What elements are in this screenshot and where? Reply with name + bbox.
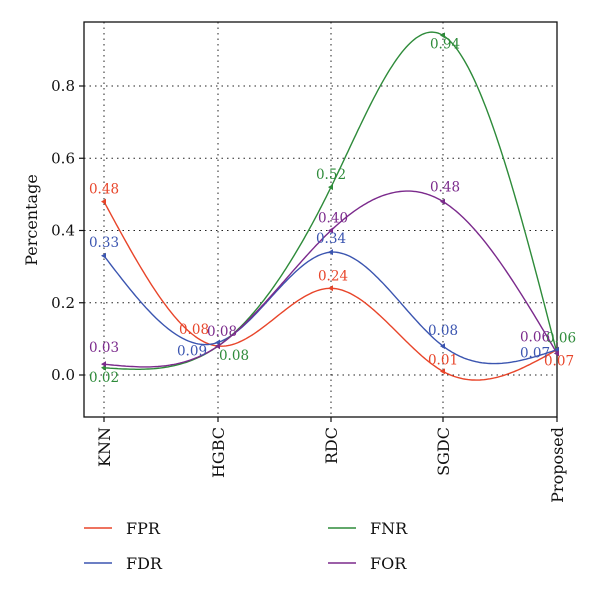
data-point-fnr [328,184,333,191]
data-point-fdr [328,249,333,256]
data-label-fdr: 0.09 [177,343,207,359]
legend-label-fpr: FPR [126,519,161,538]
data-point-fnr [440,32,445,39]
data-label-fpr: 0.24 [318,268,348,284]
y-axis-label: Percentage [22,174,41,266]
grid-lines [84,22,558,417]
y-tick-label: 0.8 [51,77,75,95]
series-lines [103,31,558,381]
series-markers [101,32,559,375]
x-tick-label: HGBC [209,427,228,478]
data-point-fpr [101,198,106,205]
data-labels: 0.48 0.08 0.24 0.01 0.07 0.33 0.09 0.34 0.08 0.07… [89,36,576,385]
data-point-fpr [328,285,333,292]
x-tick-label: RDC [322,427,341,464]
data-point-fdr [440,343,445,350]
data-point-for [328,227,333,234]
data-label-fdr: 0.08 [428,323,458,339]
legend: FPR FNR FDR FOR [84,519,408,573]
data-label-fnr: 0.94 [430,36,460,52]
data-label-fnr: 0.52 [316,167,346,183]
y-tick-label: 0.4 [51,222,75,240]
data-point-fdr [101,252,106,259]
x-tick-label: Proposed [548,427,567,503]
data-label-fdr: 0.34 [316,231,346,247]
data-label-fpr: 0.01 [428,352,458,368]
data-label-for: 0.40 [318,211,348,227]
data-label-fdr: 0.33 [89,235,119,251]
data-point-for [554,350,559,357]
data-label-fpr: 0.08 [179,322,209,338]
legend-label-fdr: FDR [126,554,163,573]
data-label-fpr: 0.48 [89,182,119,198]
data-label-for: 0.06 [520,329,550,345]
data-label-fnr: 0.02 [89,370,119,386]
y-ticks: 0.0 0.2 0.4 0.6 0.8 [51,77,84,384]
data-label-for: 0.48 [430,180,460,196]
y-tick-label: 0.6 [51,149,75,167]
data-label-fnr: 0.08 [219,348,249,364]
y-tick-label: 0.2 [51,294,75,312]
x-tick-label: KNN [95,427,114,467]
data-point-for [101,361,106,368]
data-label-fnr: 0.06 [546,330,576,346]
x-ticks: KNN HGBC RDC SGDC Proposed [95,417,567,503]
data-label-fdr: 0.07 [520,346,550,362]
plot-frame [83,21,558,418]
data-label-for: 0.08 [207,324,237,340]
data-point-for [215,343,220,350]
x-tick-label: SGDC [434,427,453,476]
legend-label-for: FOR [370,554,407,573]
data-label-for: 0.03 [89,340,119,356]
legend-label-fnr: FNR [370,519,408,538]
y-tick-label: 0.0 [51,366,75,384]
data-point-fpr [440,368,445,375]
data-label-fpr: 0.07 [544,354,574,370]
data-point-for [440,198,445,205]
